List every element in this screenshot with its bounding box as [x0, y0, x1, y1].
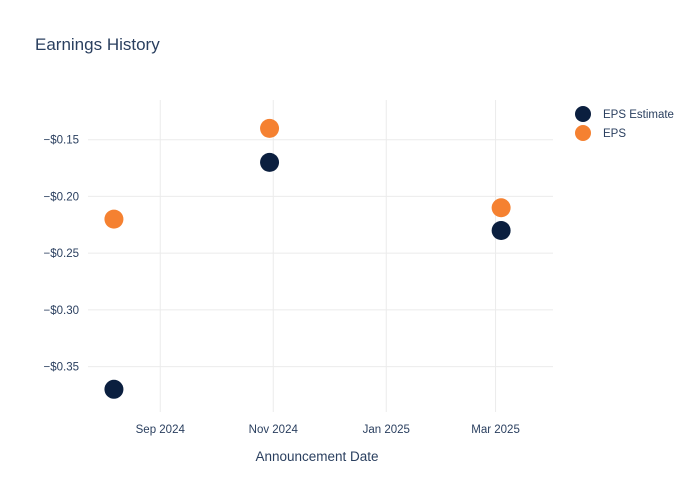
y-axis: −$0.15 −$0.20 −$0.25 −$0.30 −$0.35: [44, 135, 80, 374]
eps-estimate-point[interactable]: [104, 379, 124, 399]
x-tick-label: Nov 2024: [249, 424, 299, 436]
y-tick-label: −$0.35: [44, 362, 80, 374]
legend[interactable]: EPS Estimate EPS: [575, 106, 674, 141]
grid-layer: [88, 100, 553, 412]
eps-estimate-point[interactable]: [491, 220, 511, 240]
x-axis-label: Announcement Date: [255, 449, 378, 464]
legend-label: EPS: [603, 128, 626, 140]
data-points: [104, 118, 511, 399]
eps-point[interactable]: [104, 209, 124, 229]
legend-marker: [575, 125, 591, 141]
y-tick-label: −$0.30: [44, 305, 80, 317]
legend-marker: [575, 106, 591, 122]
chart-title: Earnings History: [35, 35, 160, 54]
x-axis: Sep 2024 Nov 2024 Jan 2025 Mar 2025: [136, 424, 520, 436]
x-tick-label: Sep 2024: [136, 424, 186, 436]
x-tick-label: Jan 2025: [363, 424, 410, 436]
eps-estimate-point[interactable]: [260, 152, 280, 172]
y-tick-label: −$0.20: [44, 191, 80, 203]
y-tick-label: −$0.25: [44, 248, 80, 260]
legend-item-eps-estimate[interactable]: EPS Estimate: [575, 106, 674, 122]
y-tick-label: −$0.15: [44, 135, 80, 147]
eps-point[interactable]: [260, 118, 280, 138]
x-tick-label: Mar 2025: [471, 424, 520, 436]
legend-label: EPS Estimate: [603, 109, 674, 121]
legend-item-eps[interactable]: EPS: [575, 125, 626, 141]
eps-point[interactable]: [491, 198, 511, 218]
